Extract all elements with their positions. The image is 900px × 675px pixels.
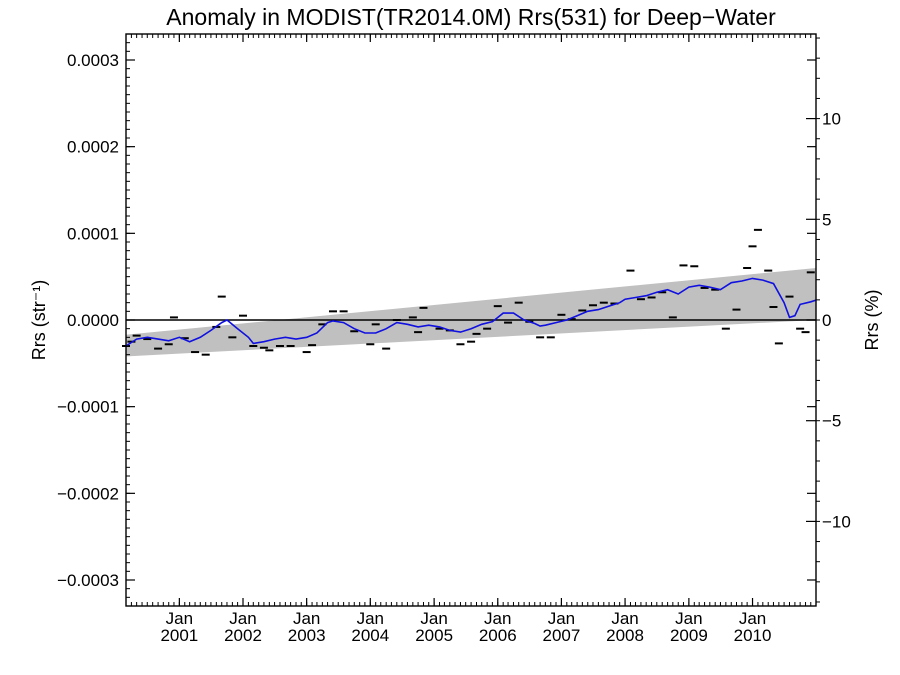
- y2-tick-label: 10: [822, 110, 841, 129]
- x-tick-month: Jan: [357, 609, 384, 628]
- uncertainty-band: [126, 268, 816, 357]
- x-tick-month: Jan: [229, 609, 256, 628]
- x-tick-month: Jan: [166, 609, 193, 628]
- y-tick-label: −0.0002: [57, 484, 119, 503]
- y-tick-label: 0.0000: [67, 311, 119, 330]
- x-tick-month: Jan: [420, 609, 447, 628]
- x-tick-month: Jan: [548, 609, 575, 628]
- left-axis: −0.0003 −0.0002 −0.0001 0.0000 0.0001 0.0002 0…: [57, 42, 816, 598]
- y-tick-label: 0.0002: [67, 138, 119, 157]
- x-tick-year: 2004: [351, 626, 389, 645]
- x-tick-year: 2001: [160, 626, 198, 645]
- x-tick-year: 2007: [542, 626, 580, 645]
- y2-tick-label: −5: [822, 412, 841, 431]
- y2-tick-label: 0: [822, 311, 831, 330]
- x-tick-month: Jan: [675, 609, 702, 628]
- x-tick-year: 2010: [734, 626, 772, 645]
- series-line: [125, 277, 817, 347]
- right-axis: −10 −5 0 5 10: [806, 37, 851, 603]
- x-tick-year: 2005: [415, 626, 453, 645]
- x-tick-month: Jan: [611, 609, 638, 628]
- x-tick-year: 2003: [288, 626, 326, 645]
- y-axis-label: Rrs (str⁻¹): [29, 280, 49, 360]
- y-tick-label: 0.0001: [67, 224, 119, 243]
- x-tick-year: 2008: [606, 626, 644, 645]
- chart-title: Anomaly in MODIST(TR2014.0M) Rrs(531) fo…: [166, 4, 776, 30]
- band-area: [126, 268, 816, 357]
- y2-axis-label: Rrs (%): [862, 290, 882, 351]
- y2-tick-label: 5: [822, 210, 831, 229]
- x-axis: Jan2001Jan2002Jan2003Jan2004Jan2005Jan20…: [125, 34, 812, 645]
- y-tick-label: 0.0003: [67, 51, 119, 70]
- x-tick-month: Jan: [484, 609, 511, 628]
- x-tick-year: 2006: [479, 626, 517, 645]
- x-tick-year: 2009: [670, 626, 708, 645]
- smoothed-series: [125, 277, 817, 347]
- y-tick-label: −0.0001: [57, 398, 119, 417]
- x-tick-month: Jan: [739, 609, 766, 628]
- x-tick-year: 2002: [224, 626, 262, 645]
- y2-tick-label: −10: [822, 512, 851, 531]
- y-tick-label: −0.0003: [57, 571, 119, 590]
- x-tick-month: Jan: [293, 609, 320, 628]
